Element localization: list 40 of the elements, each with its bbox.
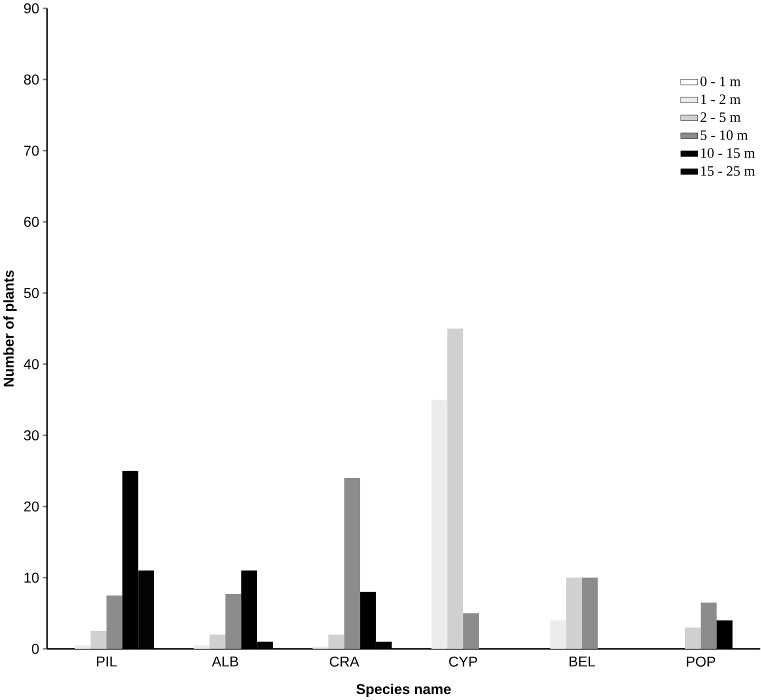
bar [74,645,91,649]
y-tick-label: 20 [24,501,39,512]
y-tick-label: 50 [24,288,39,298]
x-tick-label: PIL [96,656,117,666]
bar [447,328,464,649]
y-tick-label: 40 [24,358,39,370]
bar [431,400,448,649]
bar [463,613,479,649]
bar [106,595,122,649]
y-tick-label: 90 [24,3,39,14]
legend-label: 0 - 1 m [700,76,741,86]
bar [194,645,210,649]
bar [90,630,106,649]
y-tick-label: 0 [32,644,39,654]
x-tick-label: CRA [330,656,360,667]
y-tick-label: 10 [24,572,39,583]
bar [210,634,226,649]
legend-label: 15 - 25 m [701,166,755,176]
y-axis-title: Number of plants [3,270,17,386]
bar [684,627,701,649]
x-axis-title: Species name [356,684,451,697]
bar [344,478,360,649]
y-tick-label: 60 [24,216,39,227]
legend-label: 5 - 10 m [700,130,748,140]
y-tick-label: 70 [24,145,39,156]
x-tick-label: POP [686,656,716,667]
y-tick-label: 80 [24,74,39,84]
legend-label: 1 - 2 m [701,94,741,104]
bar [700,602,717,649]
bar [550,620,566,649]
bar [225,594,242,649]
bar [582,578,598,649]
bar [566,578,582,649]
bar [328,634,344,649]
x-tick-label: ALB [212,656,238,666]
x-tick-label: CYP [449,656,478,667]
x-tick-label: BEL [570,656,595,666]
legend-label: 2 - 5 m [700,112,741,122]
y-tick-label: 30 [24,430,39,440]
legend-label: 10 - 15 m [701,148,755,158]
